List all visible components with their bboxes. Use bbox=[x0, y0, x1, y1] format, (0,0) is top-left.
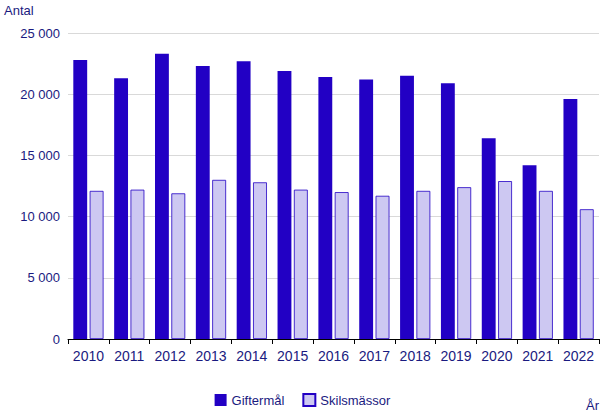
svg-text:20 000: 20 000 bbox=[20, 87, 60, 102]
svg-text:2019: 2019 bbox=[440, 348, 471, 364]
svg-text:2012: 2012 bbox=[155, 348, 186, 364]
svg-text:2016: 2016 bbox=[318, 348, 349, 364]
svg-text:10 000: 10 000 bbox=[20, 209, 60, 224]
svg-text:2014: 2014 bbox=[236, 348, 267, 364]
svg-text:År: År bbox=[586, 398, 600, 413]
svg-text:Skilsmässor: Skilsmässor bbox=[320, 393, 391, 408]
svg-text:2021: 2021 bbox=[522, 348, 553, 364]
svg-text:25 000: 25 000 bbox=[20, 26, 60, 41]
svg-text:Giftermål: Giftermål bbox=[232, 393, 285, 408]
svg-text:Antal: Antal bbox=[4, 3, 34, 18]
svg-text:2010: 2010 bbox=[73, 348, 104, 364]
svg-text:15 000: 15 000 bbox=[20, 148, 60, 163]
svg-text:2011: 2011 bbox=[114, 348, 144, 364]
svg-text:2017: 2017 bbox=[359, 348, 390, 364]
svg-text:2022: 2022 bbox=[563, 348, 594, 364]
svg-text:2015: 2015 bbox=[277, 348, 308, 364]
svg-text:5 000: 5 000 bbox=[27, 270, 60, 285]
svg-text:2013: 2013 bbox=[195, 348, 226, 364]
svg-text:2020: 2020 bbox=[481, 348, 512, 364]
svg-text:2018: 2018 bbox=[400, 348, 431, 364]
svg-text:0: 0 bbox=[53, 332, 60, 347]
